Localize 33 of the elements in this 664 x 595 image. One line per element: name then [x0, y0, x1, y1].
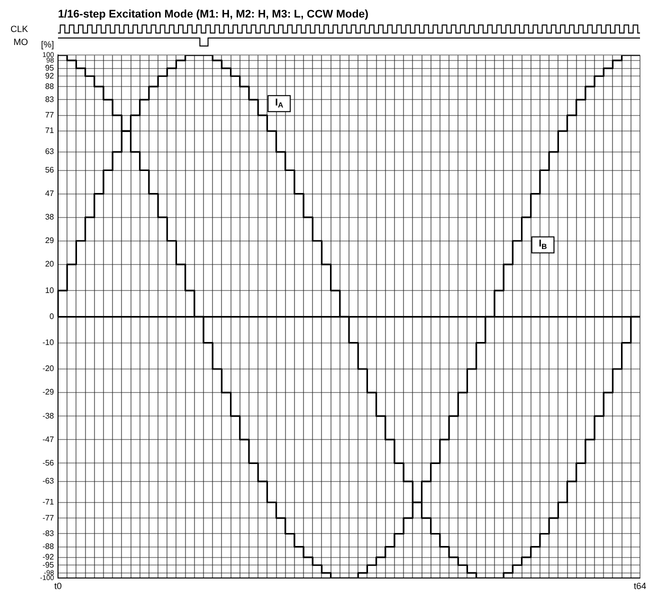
- y-tick-label: 77: [45, 110, 55, 120]
- y-tick-label: -56: [42, 458, 55, 468]
- y-tick-label: -29: [42, 388, 55, 397]
- y-tick-label: -83: [42, 528, 55, 538]
- text: CLK: [10, 24, 28, 34]
- y-tick-label: 20: [45, 260, 55, 269]
- y-tick-label: -95: [42, 560, 55, 570]
- y-tick-label: -20: [42, 364, 55, 374]
- y-tick-label: -47: [42, 434, 55, 444]
- y-tick-label: 29: [45, 236, 55, 246]
- y-tick-label: 95: [45, 63, 55, 72]
- y-tick-label: 83: [45, 94, 55, 104]
- y-tick-label: -88: [42, 542, 55, 552]
- y-tick-label: 88: [45, 82, 55, 91]
- y-axis-title: [%]: [40, 40, 54, 50]
- y-tick-label: 92: [45, 71, 55, 80]
- text: MO: [14, 37, 28, 48]
- y-tick-label: -10: [42, 338, 55, 348]
- y-tick-label: 63: [45, 147, 55, 156]
- chart-title: 1/16-step Excitation Mode (M1: H, M2: H, M3: L, CCW Mode): [58, 8, 369, 21]
- x-tick-label: t0: [54, 581, 62, 592]
- y-tick-label: 0: [50, 312, 55, 321]
- y-tick-label: 38: [45, 212, 55, 222]
- y-tick-label: 10: [45, 286, 55, 295]
- y-tick-label: 56: [45, 165, 55, 174]
- y-tick-label: 47: [45, 189, 55, 198]
- y-tick-label: -38: [42, 411, 55, 420]
- y-tick-label: -71: [42, 498, 55, 507]
- y-tick-label: -92: [42, 552, 55, 562]
- y-tick-label: -77: [42, 513, 55, 522]
- y-tick-label: 71: [45, 126, 55, 136]
- y-tick-label: -63: [42, 476, 55, 486]
- x-tick-label: t64: [634, 581, 646, 592]
